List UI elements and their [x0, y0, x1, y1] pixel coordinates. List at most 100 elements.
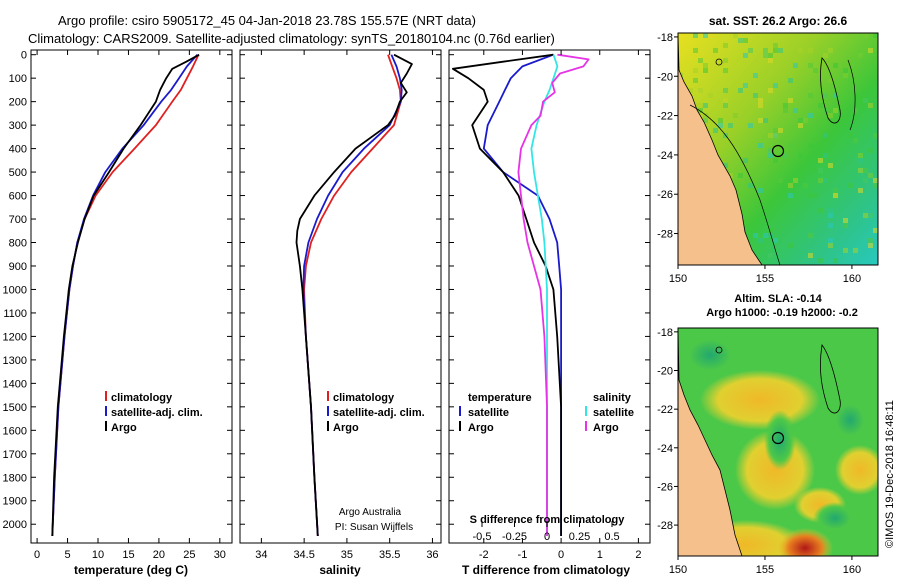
sst-pixel — [763, 118, 768, 123]
sst-pixel — [718, 123, 723, 128]
sst-pixel — [793, 108, 798, 113]
sst-pixel — [868, 148, 873, 153]
sst-pixel — [703, 68, 708, 73]
argo-float-marker — [771, 431, 785, 445]
sst-pixel — [713, 48, 718, 53]
sst-pixel — [858, 53, 863, 58]
legend-argo-swatch — [327, 421, 329, 431]
sst-pixel — [843, 73, 848, 78]
sst-pixel — [768, 228, 773, 233]
sst-pixel — [813, 68, 818, 73]
x-tick-label: 10 — [92, 549, 104, 561]
sst-pixel — [738, 88, 743, 93]
s-tick-label: -0.5 — [473, 531, 492, 543]
sla-low-blob — [777, 528, 833, 556]
sst-pixel — [743, 158, 748, 163]
sst-pixel — [818, 258, 823, 263]
sst-pixel — [693, 48, 698, 53]
sst-pixel — [833, 258, 838, 263]
sst-pixel — [873, 33, 878, 38]
salinity-xlabel: salinity — [319, 563, 361, 577]
legend-satellite: satellite-adj. clim. — [333, 407, 425, 419]
sst-pixel — [828, 208, 833, 213]
sst-pixel — [783, 108, 788, 113]
sst-pixel — [843, 68, 848, 73]
sla-high-blob — [813, 502, 857, 534]
sst-pixel — [823, 133, 828, 138]
sst-pixel — [858, 158, 863, 163]
sst-pixel — [748, 123, 753, 128]
legend-climatology: climatology — [333, 392, 395, 404]
sst-pixel — [863, 33, 868, 38]
sst-pixel — [808, 143, 813, 148]
x-tick-label: -1 — [518, 549, 528, 561]
sst-pixel — [808, 253, 813, 258]
x-tick-label: 2 — [635, 549, 641, 561]
lat-tick-label: -18 — [657, 327, 673, 339]
legend-salinity-title: salinity — [593, 392, 632, 404]
sst-pixel — [808, 48, 813, 53]
lon-tick-label: 160 — [843, 564, 861, 576]
depth-tick-label: 1500 — [3, 402, 27, 414]
sla-high-blob — [830, 398, 870, 442]
sla-title-line1: Altim. SLA: -0.14 — [734, 293, 822, 305]
sla-blob — [700, 370, 820, 430]
seamount-contour — [715, 58, 723, 66]
depth-tick-label: 1800 — [3, 472, 27, 484]
sst-pixel — [858, 168, 863, 173]
sst-pixel — [788, 183, 793, 188]
sst-pixel — [773, 48, 778, 53]
sla-title-line2: Argo h1000: -0.19 h2000: -0.2 — [706, 307, 858, 319]
x-tick-label: 34 — [255, 549, 267, 561]
sst-pixel — [783, 153, 788, 158]
sst-pixel — [803, 183, 808, 188]
sst-pixel — [708, 93, 713, 98]
sst-pixel — [818, 158, 823, 163]
sst-pixel — [868, 238, 873, 243]
difference-panel — [448, 49, 651, 544]
sst-pixel — [818, 208, 823, 213]
difference-lines — [451, 53, 590, 536]
sst-pixel — [773, 133, 778, 138]
sst-pixel — [843, 223, 848, 228]
temperature-lines — [51, 53, 200, 537]
sst-pixel — [833, 108, 838, 113]
sst-pixel — [743, 83, 748, 88]
sst-pixel — [768, 133, 773, 138]
legend-argo: Argo — [333, 422, 359, 434]
sst-pixel — [798, 123, 803, 128]
sst-pixel — [763, 48, 768, 53]
sst-pixel — [868, 173, 873, 178]
sst-pixel — [693, 78, 698, 83]
sst-pixel — [793, 63, 798, 68]
legend-argo: Argo — [111, 422, 137, 434]
sst-pixel — [778, 48, 783, 53]
lon-tick-label: 150 — [669, 564, 687, 576]
land-australia — [678, 328, 743, 556]
sst-pixel — [773, 158, 778, 163]
sst-pixel — [798, 153, 803, 158]
x-tick-label: 0 — [34, 549, 40, 561]
sst-pixel — [758, 103, 763, 108]
sst-pixel — [768, 58, 773, 63]
copyright-stamp: ©IMOS 19-Dec-2018 16:48:11 — [884, 400, 896, 548]
legend-satellite-swatch — [105, 406, 107, 416]
sst-pixel — [723, 88, 728, 93]
lat-tick-label: -28 — [657, 520, 673, 532]
lon-tick-label: 155 — [756, 564, 774, 576]
sst-map-frame — [677, 32, 879, 266]
sst-pixel — [863, 168, 868, 173]
sst-pixel — [693, 33, 698, 38]
depth-tick-label: 2000 — [3, 519, 27, 531]
series-line-s-argo — [517, 53, 590, 536]
sst-pixel — [873, 133, 878, 138]
depth-tick-label: 1700 — [3, 449, 27, 461]
sst-pixel — [703, 103, 708, 108]
sla-blob — [835, 445, 878, 495]
x-tick-label: 34.5 — [293, 549, 314, 561]
sst-pixel — [723, 163, 728, 168]
sst-pixel — [858, 188, 863, 193]
sst-map-axes: -18 -20 -22 -24 -26 -28 150 155 160 — [657, 32, 861, 285]
lat-tick-label: -22 — [657, 111, 673, 123]
sst-pixel — [738, 173, 743, 178]
